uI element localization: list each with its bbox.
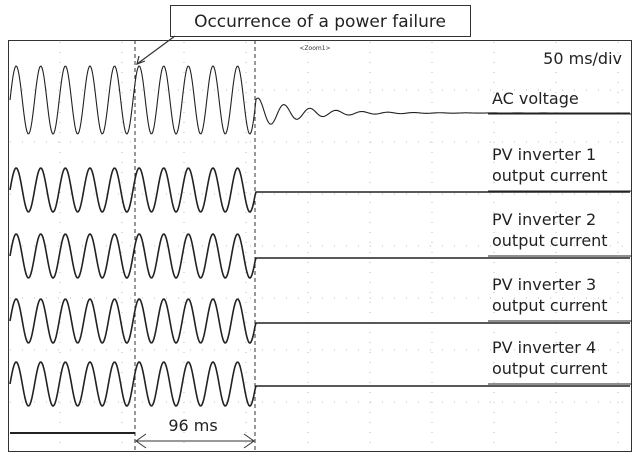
- inverter-trace: [9, 167, 630, 213]
- ac-voltage-trace: [9, 65, 630, 135]
- trace-label: PV inverter 4: [492, 338, 596, 357]
- trace-labels: AC voltage PV inverter 1 output current PV …: [488, 89, 632, 385]
- grid: [10, 42, 630, 450]
- timebase: 50 ms/div: [543, 49, 622, 68]
- arrow-right: [243, 433, 255, 449]
- trace-label: output current: [492, 296, 608, 315]
- trace-label: PV inverter 3: [492, 275, 596, 294]
- callout-text: Occurrence of a power failure: [194, 12, 446, 32]
- interval-label: 96 ms: [168, 416, 217, 435]
- callout-arrow: [136, 35, 176, 65]
- callout-box: [170, 5, 471, 37]
- inverter-trace: [9, 233, 630, 279]
- arrow-left: [135, 433, 147, 449]
- inverter-trace: [9, 361, 630, 407]
- arrow-head: [136, 55, 146, 65]
- trace-label: PV inverter 2: [492, 210, 596, 229]
- inverter-trace: [9, 298, 630, 344]
- waveforms: [9, 65, 630, 434]
- trace-label: output current: [492, 231, 608, 250]
- zoom-label: <Zoom1>: [299, 45, 330, 52]
- trace-label: AC voltage: [492, 89, 579, 108]
- trace-label: output current: [492, 166, 608, 185]
- trace-label: output current: [492, 359, 608, 378]
- trace-label: PV inverter 1: [492, 145, 596, 164]
